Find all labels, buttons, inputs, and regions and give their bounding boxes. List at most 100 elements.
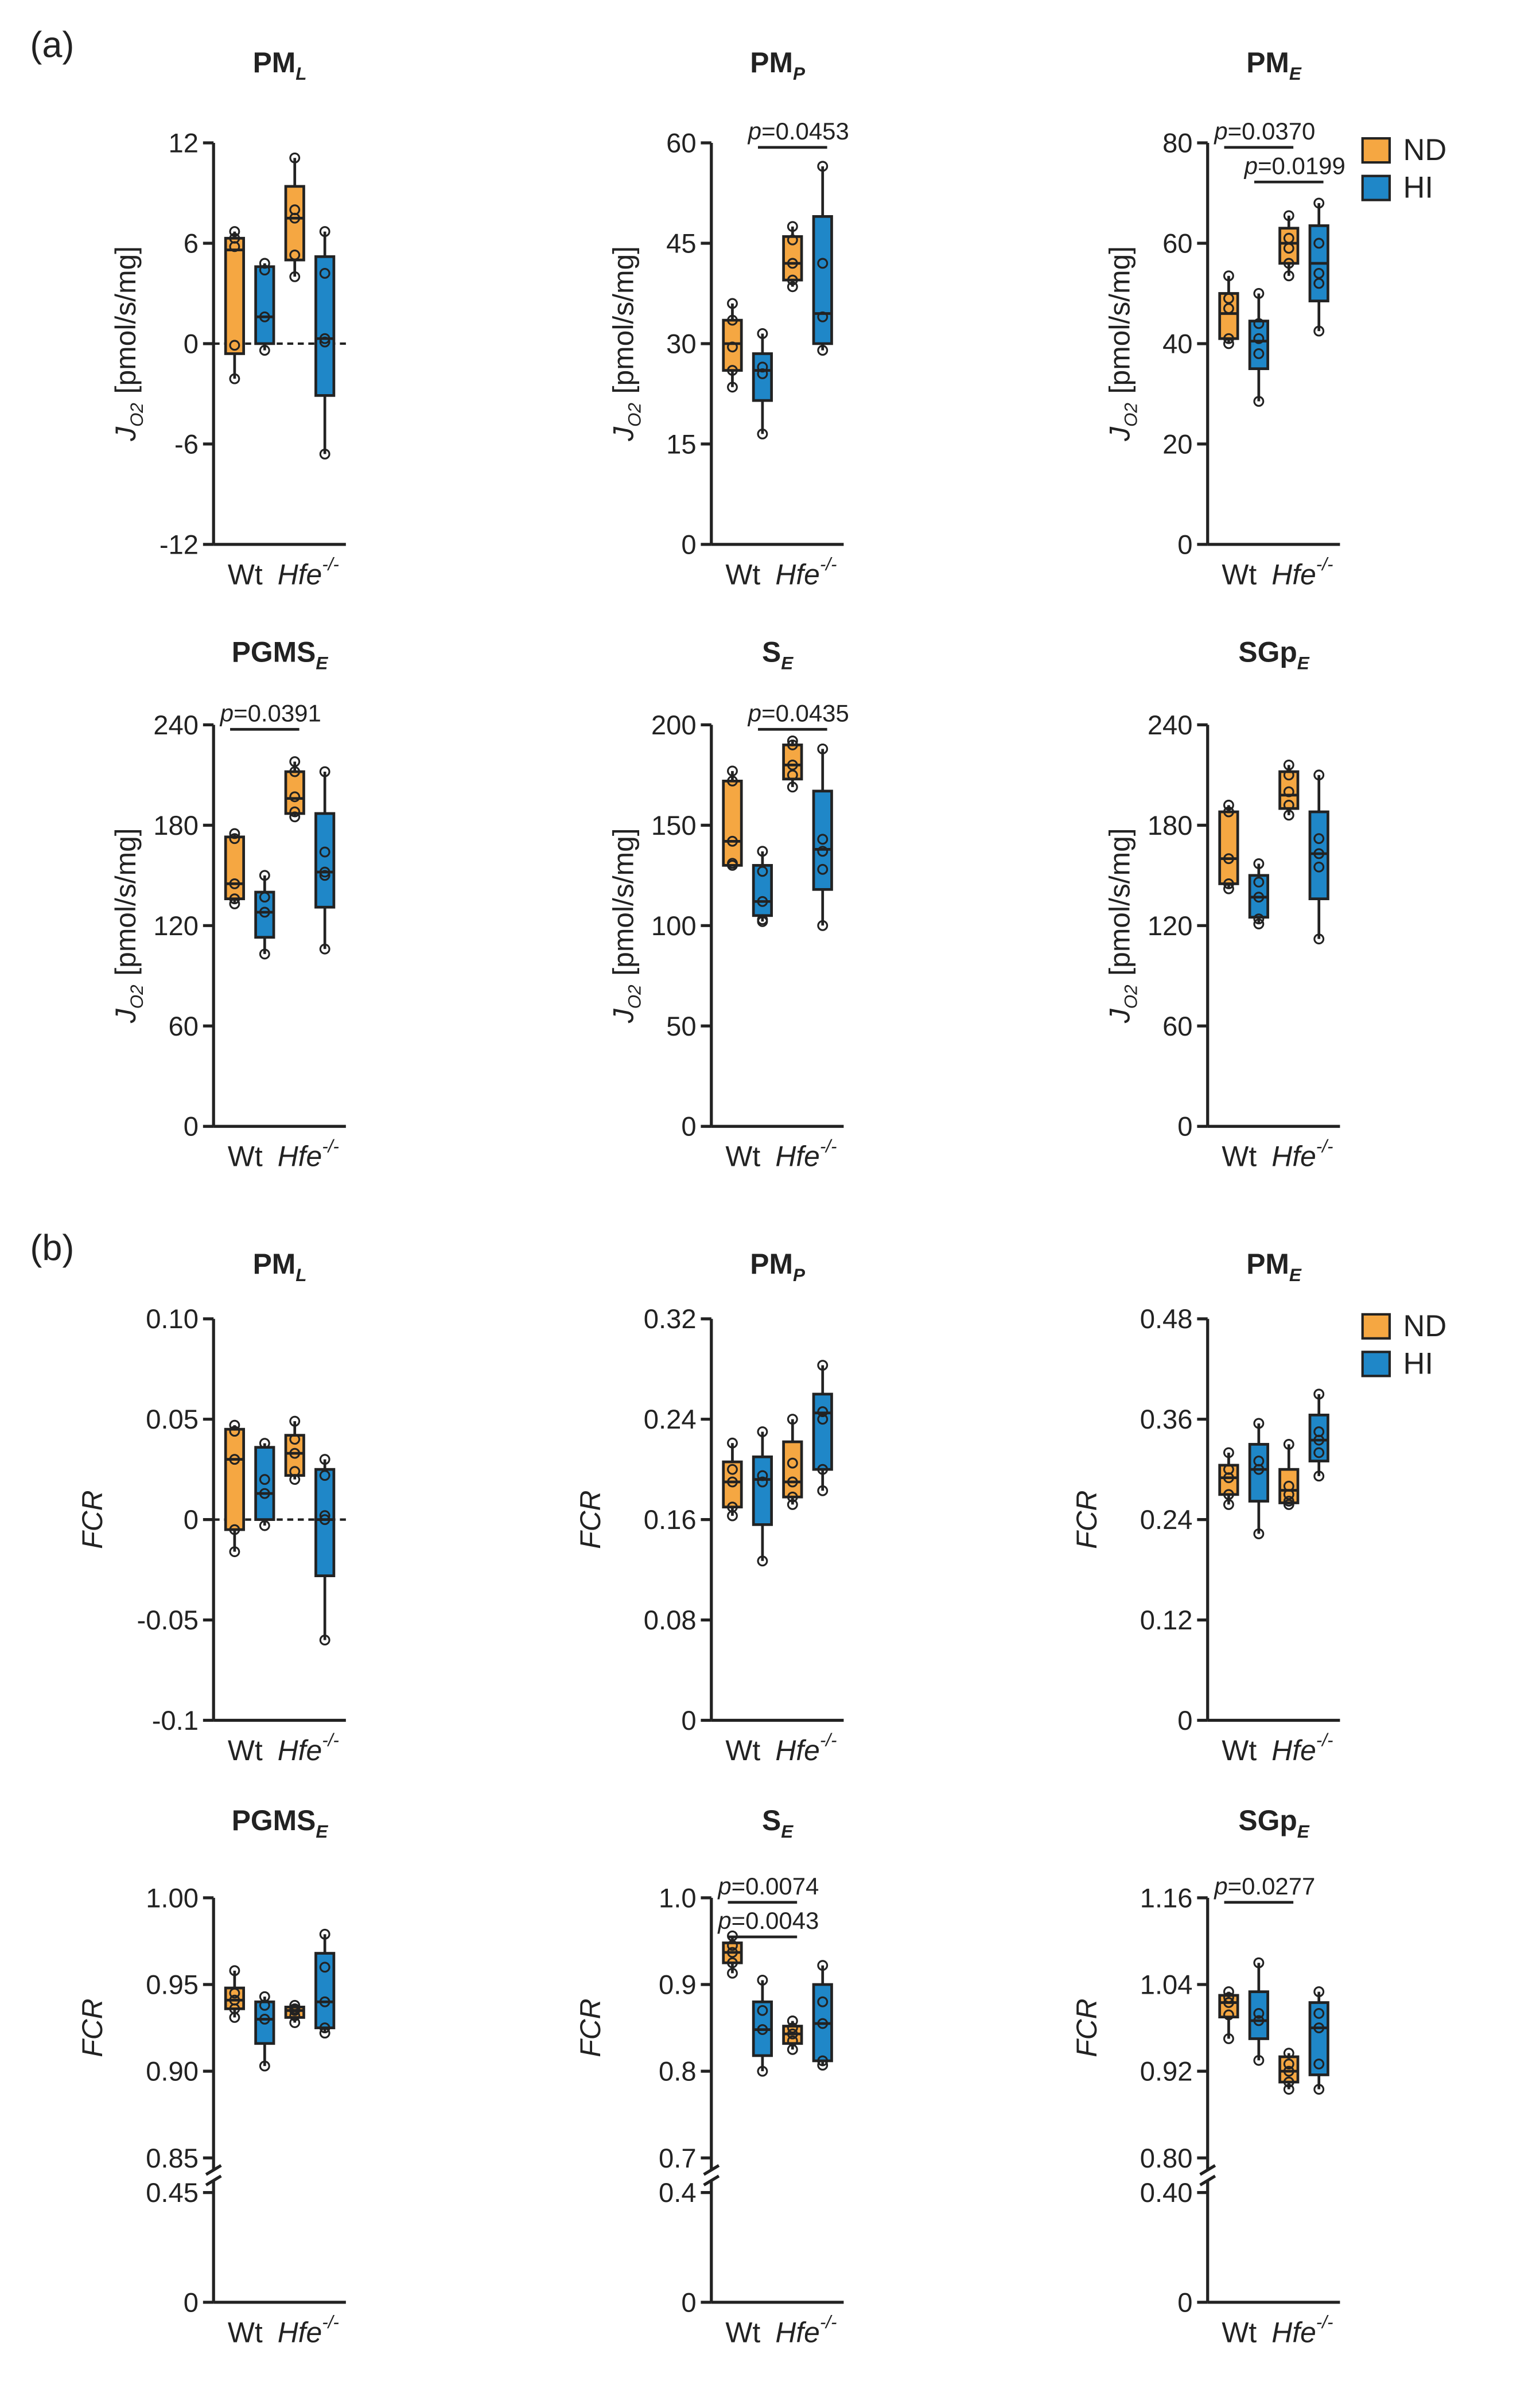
y-tick-label: -12 xyxy=(160,529,199,559)
p-value: p=0.0391 xyxy=(219,699,321,726)
y-tick-label: 0.45 xyxy=(146,2177,199,2208)
data-point xyxy=(319,766,330,777)
y-tick-label: 15 xyxy=(666,429,696,459)
category-text: Wt xyxy=(1222,1141,1257,1173)
data-point xyxy=(817,863,829,875)
data-point xyxy=(319,226,330,238)
data-point xyxy=(757,846,768,857)
y-tick-label: 50 xyxy=(666,1011,696,1041)
data-point xyxy=(259,1999,270,2011)
data-point xyxy=(259,2060,270,2072)
data-point xyxy=(1223,1447,1234,1458)
data-point xyxy=(289,212,301,224)
data-point xyxy=(229,833,240,845)
data-point xyxy=(259,906,270,918)
p-italic: p xyxy=(747,118,761,145)
data-point xyxy=(289,811,301,823)
panel-label: (b) xyxy=(30,1228,74,1269)
y-tick-label: 240 xyxy=(1148,710,1193,740)
panel-chart: PGMSE 0.45 0 1.00 0.95 0.90 0.85 FCR Wt Hfe-/- xyxy=(76,1804,346,2348)
y-tick-label: 100 xyxy=(651,910,697,941)
category-text: Hfe xyxy=(1271,1734,1316,1766)
y-tick-label: 60 xyxy=(169,1011,199,1041)
y-label-text: FCR xyxy=(574,1490,606,1548)
y-tick-label: 180 xyxy=(153,810,199,841)
y-label-text: FCR xyxy=(76,1490,108,1548)
legend-swatch xyxy=(1361,1313,1391,1340)
title-sub: E xyxy=(316,1822,328,1842)
title-text: PM xyxy=(1246,1248,1289,1280)
axis-break xyxy=(1199,2174,1216,2186)
data-point xyxy=(1313,268,1325,279)
title-text: PM xyxy=(750,1248,793,1280)
data-point xyxy=(817,345,829,356)
data-point xyxy=(757,428,768,439)
data-point xyxy=(757,1470,768,1481)
data-point xyxy=(289,766,301,777)
legend-label: HI xyxy=(1403,1347,1433,1380)
box xyxy=(1248,1990,1269,2040)
data-point xyxy=(1223,1986,1234,1998)
y-tick-label: 0.95 xyxy=(146,1969,199,1999)
data-point xyxy=(727,775,738,787)
data-point xyxy=(259,345,270,356)
data-point xyxy=(1223,1992,1234,2003)
data-point xyxy=(1223,303,1234,314)
data-point xyxy=(727,835,738,847)
chart-title: PME xyxy=(1246,1248,1302,1285)
data-point xyxy=(1283,769,1294,781)
data-point xyxy=(289,1415,301,1427)
data-point xyxy=(259,258,270,269)
data-point xyxy=(1253,918,1265,929)
y-tick-label: 1.16 xyxy=(1140,1882,1193,1913)
y-label-text: J xyxy=(1103,1008,1135,1024)
x-tick-label: Hfe-/- xyxy=(278,1136,339,1173)
data-point xyxy=(289,152,301,164)
category-sup: -/- xyxy=(322,1730,339,1750)
box xyxy=(314,1468,336,1577)
box xyxy=(812,215,833,345)
data-point xyxy=(289,271,301,282)
data-point xyxy=(1313,278,1325,289)
data-point xyxy=(1253,318,1265,329)
data-point xyxy=(229,241,240,252)
data-point xyxy=(1253,892,1265,903)
box xyxy=(224,236,245,355)
x-tick-label: Wt xyxy=(1222,2316,1257,2348)
data-point xyxy=(817,1406,829,1417)
data-point xyxy=(787,281,798,293)
box xyxy=(1308,2001,1329,2076)
data-point xyxy=(1283,759,1294,771)
y-tick-label: -0.05 xyxy=(137,1605,199,1635)
y-label-unit: [pmol/s/mg] xyxy=(607,828,639,975)
p-rest: =0.0043 xyxy=(732,1907,819,1934)
data-point xyxy=(817,2055,829,2067)
box xyxy=(752,352,773,402)
data-point xyxy=(289,249,301,260)
y-tick-label: 12 xyxy=(169,128,199,158)
x-tick-label: Wt xyxy=(725,1141,760,1173)
chart-title: SE xyxy=(762,636,794,673)
box xyxy=(752,863,773,917)
data-point xyxy=(319,866,330,878)
p-rest: =0.0074 xyxy=(732,1872,819,1899)
category-text: Wt xyxy=(228,2316,263,2348)
data-point xyxy=(727,314,738,326)
axis-break xyxy=(205,2164,222,2176)
category-text: Hfe xyxy=(1271,558,1316,590)
data-point xyxy=(727,1967,738,1979)
data-point xyxy=(1253,333,1265,344)
y-tick-label: 60 xyxy=(1162,228,1192,258)
legend-swatch xyxy=(1361,1351,1391,1378)
axis-break xyxy=(703,2164,720,2176)
x-tick-label: Hfe-/- xyxy=(1271,1730,1333,1766)
data-point xyxy=(817,311,829,322)
data-point xyxy=(727,341,738,353)
data-point xyxy=(817,258,829,269)
legend-label: ND xyxy=(1403,1310,1446,1343)
data-point xyxy=(1253,913,1265,925)
title-sub: P xyxy=(793,1265,806,1285)
box xyxy=(1248,320,1269,371)
data-point xyxy=(229,340,240,351)
category-text: Hfe xyxy=(1271,1141,1316,1173)
